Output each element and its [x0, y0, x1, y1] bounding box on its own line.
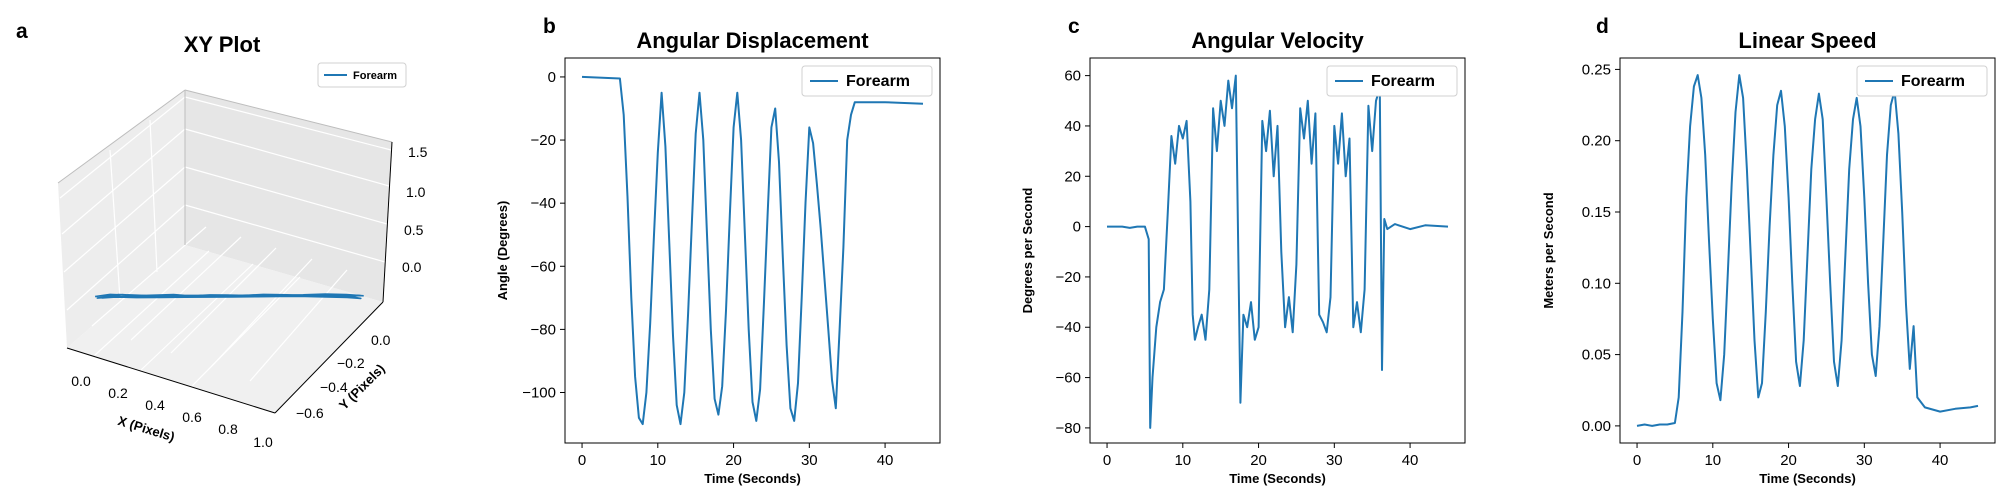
x-axis-label: Time (Seconds) — [1229, 471, 1326, 486]
z-tick-label: 0.0 — [402, 259, 422, 275]
panel-a-legend: Forearm — [317, 62, 407, 88]
x-tick-label: 40 — [1932, 452, 1949, 469]
x-tick-label: 0.6 — [182, 409, 202, 425]
x-axis-label: Time (Seconds) — [704, 471, 801, 486]
z-tick-label: 1.0 — [406, 184, 426, 200]
y-tick-label: −0.2 — [337, 355, 365, 371]
y-axis-label: Meters per Second — [1541, 192, 1556, 308]
legend-label: Forearm — [353, 70, 397, 82]
legend-label: Forearm — [1901, 73, 1965, 90]
panel-a-z-ticks: 0.0 0.5 1.0 1.5 — [402, 144, 428, 275]
y-tick-label: −0.6 — [296, 405, 324, 421]
line-panels: b Angular Displacement 0 10 20 30 40 0 −20 −40 −60… — [495, 15, 1996, 486]
x-tick-label: 10 — [1174, 452, 1191, 469]
x-tick-label: 40 — [877, 452, 894, 469]
z-tick-label: 0.5 — [404, 222, 424, 238]
x-tick-label: 0 — [1633, 452, 1641, 469]
panel-a-letter: a — [16, 20, 28, 43]
panel-b: b Angular Displacement 0 10 20 30 40 0 −20 −40 −60… — [495, 15, 941, 486]
x-tick-label: 10 — [1704, 452, 1721, 469]
legend-box — [1856, 65, 1988, 97]
y-tick-label: 0.05 — [1582, 347, 1611, 364]
legend: Forearm — [801, 65, 933, 97]
panel-a: a XY Plot — [16, 20, 428, 450]
x-tick-label: 0 — [1103, 452, 1111, 469]
y-tick-label: 0.0 — [371, 332, 391, 348]
forearm-3d-trajectory — [94, 293, 364, 300]
y-axis-label: Angle (Degrees) — [495, 201, 510, 301]
y-tick-label: 0 — [1073, 219, 1081, 236]
legend-box — [317, 62, 407, 88]
y-axis-label: Degrees per Second — [1020, 188, 1035, 314]
y-tick-label: −100 — [522, 385, 556, 402]
grid-lines-3d — [59, 96, 392, 387]
x-tick-label: 0.2 — [108, 385, 128, 401]
panel-c-title: Angular Velocity — [1191, 28, 1364, 53]
panel-a-x-label: X (Pixels) — [116, 413, 176, 444]
x-tick-label: 30 — [1326, 452, 1343, 469]
forearm-line — [581, 75, 924, 426]
y-tick-label: −40 — [531, 195, 556, 212]
x-tick-label: 30 — [1856, 452, 1873, 469]
x-tick-label: 0 — [578, 452, 586, 469]
x-tick-label: 30 — [801, 452, 818, 469]
box-edges — [57, 89, 393, 245]
x-tick-label: 1.0 — [253, 434, 273, 450]
y-tick-label: −80 — [531, 321, 556, 338]
plot-frame — [1089, 57, 1466, 444]
y-tick-label: 0 — [548, 69, 556, 86]
legend-label: Forearm — [1371, 73, 1435, 90]
y-tick-label: 0.20 — [1582, 133, 1611, 150]
forearm-line — [1107, 74, 1449, 429]
legend-box — [801, 65, 933, 97]
x-tick-label: 0.8 — [218, 421, 238, 437]
legend: Forearm — [1856, 65, 1988, 97]
y-tick-label: 0.10 — [1582, 275, 1611, 292]
x-tick-label: 10 — [649, 452, 666, 469]
y-tick-label: 0.25 — [1582, 61, 1611, 78]
y-tick-label: 60 — [1064, 68, 1081, 85]
y-tick-label: 20 — [1064, 168, 1081, 185]
legend: Forearm — [1326, 65, 1458, 97]
plot-frame — [1619, 57, 1996, 444]
z-tick-label: 1.5 — [408, 144, 428, 160]
x-tick-label: 0.4 — [145, 397, 165, 413]
x-tick-label: 20 — [725, 452, 742, 469]
y-tick-label: 0.15 — [1582, 204, 1611, 221]
back-pane-left — [58, 90, 185, 348]
x-axis-label: Time (Seconds) — [1759, 471, 1856, 486]
panel-b-letter: b — [543, 15, 556, 38]
y-tick-label: −20 — [1056, 269, 1081, 286]
panel-c-letter: c — [1068, 15, 1080, 38]
panel-d-letter: d — [1596, 15, 1609, 38]
y-tick-label: −40 — [1056, 319, 1081, 336]
y-tick-label: −60 — [1056, 370, 1081, 387]
panel-d: d Linear Speed 0 10 20 30 40 0.00 0.05 0.10 0.15 0.… — [1541, 15, 1996, 486]
panel-a-x-ticks: 0.0 0.2 0.4 0.6 0.8 1.0 — [71, 373, 273, 450]
legend-label: Forearm — [846, 73, 910, 90]
panel-a-3d-box — [57, 89, 393, 414]
forearm-line — [1636, 74, 1979, 427]
panel-c: c Angular Velocity 0 10 20 30 40 60 40 20 0 −20 −40 −… — [1020, 15, 1466, 486]
panel-b-title: Angular Displacement — [636, 28, 869, 53]
legend-box — [1326, 65, 1458, 97]
x-tick-label: 20 — [1780, 452, 1797, 469]
panel-d-title: Linear Speed — [1738, 28, 1876, 53]
x-tick-label: 40 — [1402, 452, 1419, 469]
x-tick-label: 20 — [1250, 452, 1267, 469]
y-tick-label: 40 — [1064, 118, 1081, 135]
plot-frame — [564, 57, 941, 444]
y-tick-label: 0.00 — [1582, 418, 1611, 435]
y-tick-label: −0.4 — [320, 379, 348, 395]
y-tick-label: −80 — [1056, 420, 1081, 437]
floor-pane — [67, 245, 383, 413]
panel-a-title: XY Plot — [184, 32, 261, 57]
y-tick-label: −20 — [531, 132, 556, 149]
axis-lines-3d — [66, 141, 393, 414]
x-tick-label: 0.0 — [71, 373, 91, 389]
y-tick-label: −60 — [531, 258, 556, 275]
panel-a-y-ticks: 0.0 −0.2 −0.4 −0.6 — [296, 332, 391, 421]
